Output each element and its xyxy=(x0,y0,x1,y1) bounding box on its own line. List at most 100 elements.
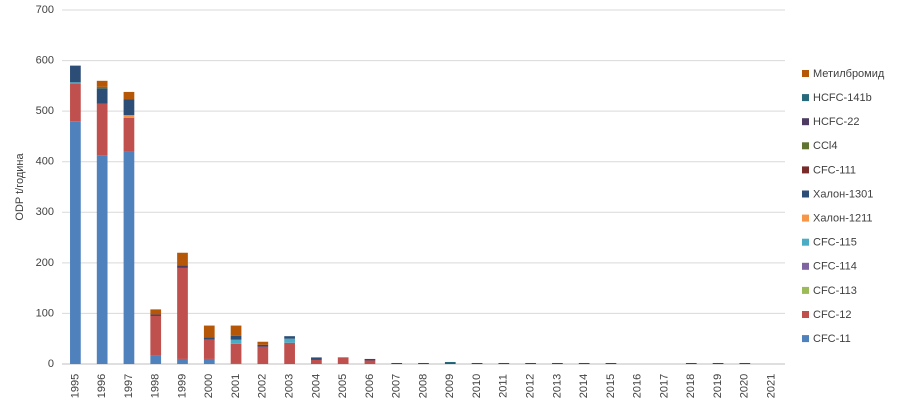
bar-segment xyxy=(123,151,135,364)
x-tick-label: 2013 xyxy=(551,374,563,398)
legend-label: HCFC-141b xyxy=(813,92,872,104)
bar-segment xyxy=(123,91,135,100)
bar-segment xyxy=(177,265,188,268)
bar-segment xyxy=(203,325,215,338)
legend-swatch xyxy=(802,190,809,198)
bar-segment xyxy=(284,338,295,343)
x-tick-label: 1998 xyxy=(150,374,162,398)
bar-segment xyxy=(230,335,242,340)
x-tick-label: 1995 xyxy=(69,374,81,398)
x-tick-label: 2002 xyxy=(257,374,269,398)
bar-segment xyxy=(471,362,483,364)
bar-segment xyxy=(70,121,81,364)
legend-swatch xyxy=(802,166,809,174)
x-tick-label: 1996 xyxy=(96,374,108,398)
bar-segment xyxy=(364,360,376,364)
legend-label: CFC-113 xyxy=(813,285,857,297)
bar-segment xyxy=(284,342,295,364)
bar-segment xyxy=(230,339,242,344)
bar-segment xyxy=(739,362,751,364)
legend-swatch xyxy=(802,286,809,294)
bar-segment xyxy=(498,362,510,364)
bar-segment xyxy=(712,362,724,364)
bar-segment xyxy=(177,358,188,364)
y-tick-label: 600 xyxy=(36,54,54,66)
bar-segment xyxy=(444,363,456,364)
bar-segment xyxy=(96,155,108,364)
legend-swatch xyxy=(802,70,809,77)
x-tick-label: 2007 xyxy=(391,374,403,398)
bar-segment xyxy=(123,115,135,118)
legend-swatch xyxy=(802,142,809,150)
legend-swatch xyxy=(802,118,809,126)
y-tick-label: 500 xyxy=(36,105,54,117)
x-tick-label: 1997 xyxy=(123,374,135,398)
x-tick-label: 2021 xyxy=(766,374,778,398)
y-tick-label: 100 xyxy=(36,307,54,319)
x-tick-label: 2000 xyxy=(203,374,215,398)
legend-label: CFC-114 xyxy=(813,261,857,273)
x-tick-label: 2017 xyxy=(658,374,670,398)
bar-segment xyxy=(525,362,536,364)
bar-segment xyxy=(177,252,188,266)
x-tick-label: 2004 xyxy=(310,374,322,398)
bar-segment xyxy=(257,344,269,347)
bar-segment xyxy=(96,88,108,104)
bar-segment xyxy=(605,362,617,364)
bar-segment xyxy=(96,86,108,89)
legend-label: Метилбромид xyxy=(813,68,885,80)
x-tick-label: 2020 xyxy=(739,374,751,398)
bar-segment xyxy=(150,315,162,356)
y-tick-label: 0 xyxy=(48,358,54,370)
legend-label: CFC-111 xyxy=(813,164,856,176)
x-tick-label: 2010 xyxy=(471,374,483,398)
bar-segment xyxy=(578,362,590,364)
bar-segment xyxy=(203,339,215,359)
y-axis-label: ODP t/година xyxy=(14,153,26,221)
bar-segment xyxy=(150,314,162,316)
legend-label: HCFC-22 xyxy=(813,116,859,128)
bar-segment xyxy=(230,325,242,336)
x-tick-label: 2008 xyxy=(417,374,429,398)
x-tick-label: 2001 xyxy=(230,374,242,398)
bar-segment xyxy=(444,361,456,364)
bar-segment xyxy=(337,357,349,358)
bar-segment xyxy=(150,309,162,315)
bar-segment xyxy=(257,346,269,364)
bar-segment xyxy=(203,358,215,364)
legend-label: Халон-1301 xyxy=(813,188,873,200)
x-tick-label: 2016 xyxy=(632,374,644,398)
bar-segment xyxy=(337,357,349,364)
x-tick-label: 2014 xyxy=(578,374,590,398)
legend-label: Халон-1211 xyxy=(813,213,873,225)
x-tick-label: 2019 xyxy=(712,374,724,398)
legend-swatch xyxy=(802,311,809,318)
legend-swatch xyxy=(802,94,809,102)
legend-swatch xyxy=(802,335,809,343)
y-tick-label: 400 xyxy=(36,156,54,168)
x-tick-label: 2003 xyxy=(284,374,296,398)
bar-segment xyxy=(284,336,295,339)
x-tick-label: 2006 xyxy=(364,374,376,398)
bar-segment xyxy=(203,337,215,340)
bar-segment xyxy=(552,362,563,364)
bar-segment xyxy=(70,82,81,84)
bar-segment xyxy=(311,359,322,364)
x-tick-label: 2005 xyxy=(337,374,349,398)
bar-segment xyxy=(685,362,697,364)
legend-swatch xyxy=(802,262,809,270)
bar-segment xyxy=(96,80,108,87)
legend-label: CFC-115 xyxy=(813,237,857,249)
bar-segment xyxy=(96,103,108,156)
bar-segment xyxy=(257,341,269,345)
bar-segment xyxy=(70,83,81,122)
bar-segment xyxy=(150,355,162,364)
y-tick-label: 200 xyxy=(36,257,54,269)
x-tick-label: 1999 xyxy=(176,374,188,398)
legend-label: CFC-12 xyxy=(813,309,852,321)
x-tick-label: 2009 xyxy=(444,374,456,398)
bar-segment xyxy=(391,362,403,364)
legend-label: CFC-11 xyxy=(813,333,851,345)
y-tick-label: 300 xyxy=(36,206,54,218)
